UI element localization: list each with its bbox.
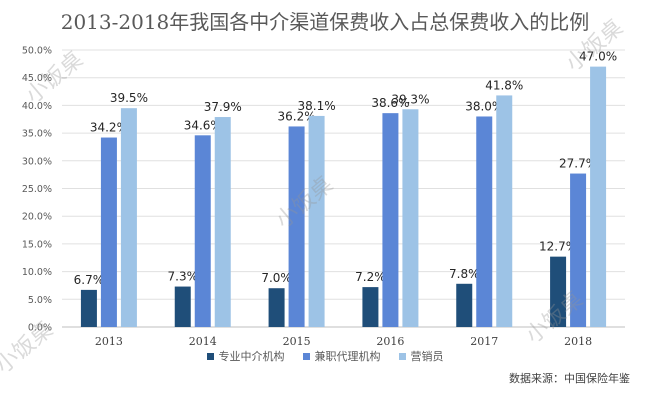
data-label: 41.8% (485, 78, 523, 92)
data-label: 39.3% (391, 92, 429, 106)
data-label: 7.3% (168, 270, 199, 284)
y-tick-label: 30.0% (22, 156, 52, 167)
data-label: 7.2% (355, 270, 386, 284)
y-tick-label: 40.0% (22, 101, 52, 112)
legend-swatch-0 (206, 352, 214, 360)
x-tick-label: 2018 (564, 335, 592, 348)
data-label: 27.7% (559, 157, 597, 171)
bar (100, 137, 117, 327)
y-tick-label: 20.0% (22, 212, 52, 223)
source-note: 数据来源：中国保险年鉴 (509, 372, 630, 385)
y-tick-label: 45.0% (22, 73, 52, 84)
legend-swatch-1 (302, 352, 310, 360)
y-tick-label: 15.0% (22, 239, 52, 250)
bar (120, 108, 137, 327)
bar (268, 288, 285, 327)
bar (496, 95, 513, 327)
data-label: 37.9% (204, 100, 242, 114)
bar (456, 283, 473, 327)
y-tick-label: 50.0% (22, 46, 52, 57)
legend-item-1: 兼职代理机构 (302, 348, 381, 364)
bar (476, 116, 493, 327)
data-label: 7.8% (449, 267, 480, 281)
bar (382, 113, 399, 327)
data-label: 38.6% (371, 96, 409, 110)
bar (362, 287, 379, 327)
data-label: 12.7% (539, 240, 577, 254)
data-label: 6.7% (74, 273, 105, 287)
y-tick-label: 10.0% (22, 267, 52, 278)
legend-label-0: 专业中介机构 (218, 350, 285, 363)
bar (570, 173, 587, 327)
bar (402, 109, 419, 327)
legend-swatch-2 (398, 352, 406, 360)
legend-item-0: 专业中介机构 (206, 348, 285, 364)
legend-label-2: 营销员 (410, 350, 444, 363)
x-tick-label: 2016 (376, 335, 404, 348)
y-tick-label: 25.0% (22, 184, 52, 195)
y-tick-label: 0.0% (28, 323, 52, 334)
x-tick-label: 2015 (283, 335, 311, 348)
bar (308, 115, 325, 328)
bar (590, 66, 607, 328)
bar (194, 135, 211, 327)
x-tick-label: 2013 (95, 335, 123, 348)
bar (214, 117, 231, 327)
y-tick-label: 5.0% (28, 295, 52, 306)
y-tick-label: 35.0% (22, 129, 52, 140)
data-label: 47.0% (579, 50, 617, 64)
x-tick-label: 2017 (470, 335, 498, 348)
bar (550, 256, 567, 327)
data-label: 34.2% (90, 121, 128, 135)
data-label: 38.1% (298, 99, 336, 113)
bar (288, 126, 305, 328)
legend: 专业中介机构 兼职代理机构 营销员 (0, 348, 650, 364)
data-label: 38.0% (465, 99, 503, 113)
legend-label-1: 兼职代理机构 (314, 350, 381, 363)
chart-title: 2013-2018年我国各中介渠道保费收入占总保费收入的比例 (60, 10, 590, 34)
data-label: 34.6% (184, 118, 222, 132)
data-label: 39.5% (110, 91, 148, 105)
bar (174, 286, 191, 327)
data-label: 36.2% (278, 109, 316, 123)
legend-item-2: 营销员 (398, 348, 444, 364)
bar (80, 289, 97, 327)
x-tick-label: 2014 (189, 335, 217, 348)
data-label: 7.0% (261, 271, 292, 285)
